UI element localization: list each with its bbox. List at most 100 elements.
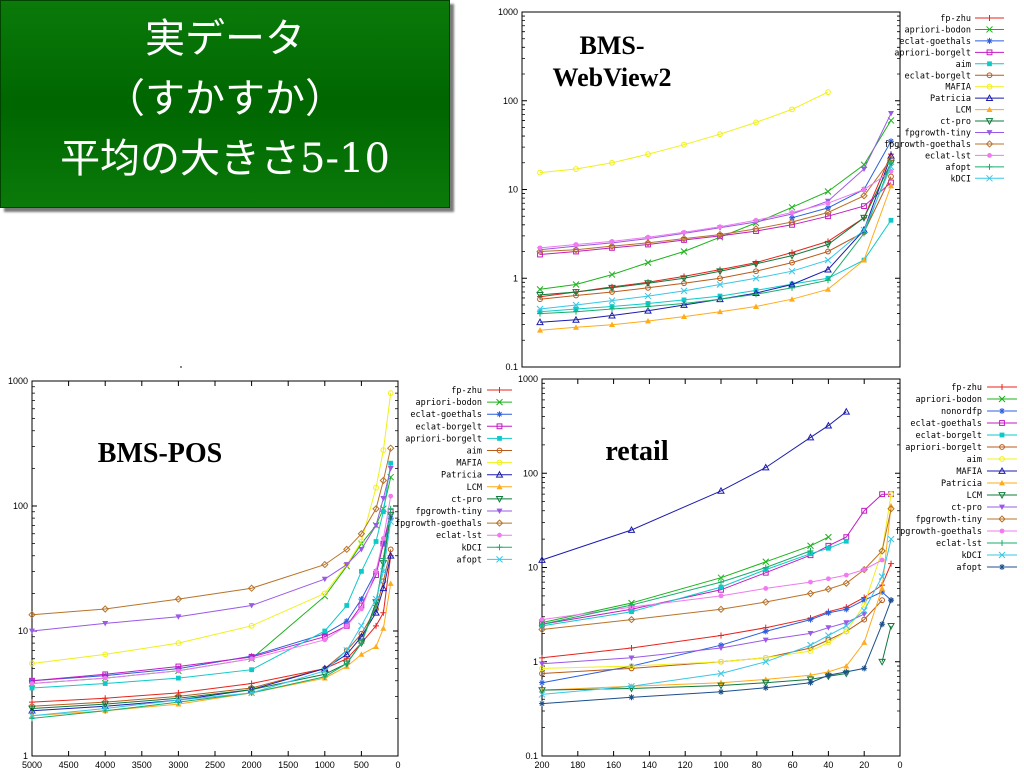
retail-legend-marker [999,528,1005,534]
bms-webview2-series-line-apriori-borgelt [539,182,892,255]
bms-webview2-legend-marker [985,118,994,126]
bms-pos-legend-marker [497,532,502,538]
retail-point-kdci [878,573,886,580]
slide-title-line-1: 実データ [145,16,305,62]
retail-legend-marker [999,540,1005,546]
retail-point-kdci [807,641,814,649]
bms-pos-point-fpgrowth-tiny [29,628,35,634]
bms-webview2-point-eclat-goethals [789,214,795,221]
retail-legend-label: LCM [967,491,982,501]
bms-webview2-point-eclat-borgelt [609,289,615,295]
bms-pos-legend-label: kDCI [462,543,482,553]
retail-point-apriori-borgelt [861,616,868,623]
retail-legend-label: Patricia [941,479,982,489]
bms-pos-point-apriori-borgelt [102,681,108,686]
retail-title: retail [605,436,668,467]
bms-pos-x-tick-label: 2500 [205,760,225,768]
bms-pos-point-fpgrowth-goethals [372,505,380,513]
retail-point-mafia [824,421,833,429]
bms-pos-point-eclat-lst [249,656,255,662]
retail-legend-marker [999,420,1005,426]
retail-point-nonordfp [718,642,724,649]
bms-webview2-point-patricia [644,306,652,314]
bms-pos-legend-label: afopt [456,555,482,565]
bms-webview2-legend-label: LCM [956,106,971,116]
bms-webview2-point-kdci [680,287,688,295]
bms-webview2-point-afopt [789,284,795,291]
bms-pos-series-apriori-borgelt [29,460,394,691]
bms-webview2-legend-label: apriori-bodon [904,25,971,35]
retail-point-mafia [538,556,546,563]
retail-series-line-afopt [541,600,892,705]
bms-webview2-point-fp-zhu [789,249,795,256]
retail-legend-marker [999,456,1005,462]
retail-point-afopt [718,688,724,695]
bms-webview2-series-line-eclat-borgelt [539,176,892,300]
bms-webview2-legend-marker [986,130,993,136]
retail-point-fp-zhu [888,560,895,567]
retail-point-eclat-lst [628,602,635,609]
bms-pos-legend-marker [496,387,503,393]
retail-point-kdci [762,658,770,666]
retail-point-apriori-bodon [762,558,770,566]
bms-pos-series-line-fp-zhu [31,555,392,703]
bms-webview2-point-ct-pro [788,252,796,260]
retail-y-tick-label: 1 [533,657,538,667]
bms-pos-legend-label: ct-pro [451,495,482,505]
bms-pos-point-afopt [380,568,387,575]
bms-pos-point-fpgrowth-goethals [379,476,388,485]
retail-point-eclat-lst [539,621,545,628]
retail-legend-marker [999,444,1005,450]
retail-y-tick-label: 0.1 [525,751,538,761]
bms-pos-point-fpgrowth-tiny [175,614,182,620]
retail-series-mafia [538,407,851,563]
bms-webview2-series-lcm [537,182,894,333]
bms-pos-series-line-eclat-borgelt [31,511,392,682]
bms-webview2-point-ct-pro [680,275,688,283]
bms-webview2-point-kdci [788,267,796,275]
bms-pos-point-kdci [387,505,394,512]
bms-webview2-point-mafia [645,151,651,158]
bms-webview2-point-afopt [825,277,831,284]
retail-series-afopt [539,597,895,707]
retail-x-tick-label: 60 [788,760,798,768]
retail-series-line-fp-zhu [541,563,892,659]
retail-point-patricia [879,585,886,591]
retail-point-lcm [761,679,770,687]
bms-pos-legend-label: fpgrowth-goethals [395,519,482,529]
retail-x-tick-label: 160 [606,760,621,768]
bms-webview2-point-aim [645,301,651,306]
retail-series-ct-pro [539,611,868,667]
bms-webview2-legend-marker [986,163,993,170]
bms-pos-point-eclat-goethals [29,677,35,684]
bms-webview2-point-fpgrowth-goethals [572,245,580,254]
bms-pos-point-apriori-borgelt [322,628,328,634]
bms-webview2-series-line-apriori-bodon [539,120,892,290]
retail-point-fpgrowth-goethals [808,579,813,585]
bms-pos-series-line-fpgrowth-tiny [31,468,392,632]
retail-point-aim [628,663,635,669]
bms-webview2-series-line-fpgrowth-tiny [539,113,892,251]
retail-legend-marker [999,408,1005,414]
bms-webview2-legend-label: Patricia [930,94,971,104]
retail-point-eclat-borgelt [843,538,849,544]
bms-pos-x-tick-label: 4000 [95,760,115,768]
bms-pos-point-fp-zhu [373,622,380,629]
retail-point-fpgrowth-tiny [762,598,770,606]
retail-series-line-eclat-goethals [541,493,892,625]
bms-pos-point-eclat-lst [29,681,35,686]
bms-webview2-point-fpgrowth-goethals [824,208,832,217]
retail-point-afopt [879,621,886,628]
bms-pos-legend-label: fpgrowth-tiny [415,507,482,517]
bms-pos-series-line-aim [31,549,392,707]
retail-legend-label: apriori-borgelt [905,443,982,453]
bms-pos-y-tick-label: 100 [13,501,28,511]
chart-bms-pos: 1000 100 10 1 5000 4500 4000 3500 3000 2500 2000 15… [0,372,512,768]
bms-pos-series-afopt [28,518,395,720]
retail-legend-label: afopt [956,563,982,573]
retail-point-fpgrowth-goethals [843,572,849,578]
bms-pos-point-fpgrowth-goethals [28,611,36,619]
retail-point-afopt [843,668,850,675]
bms-webview2-point-eclat-borgelt [573,292,579,299]
retail-point-ct-pro [539,661,545,667]
